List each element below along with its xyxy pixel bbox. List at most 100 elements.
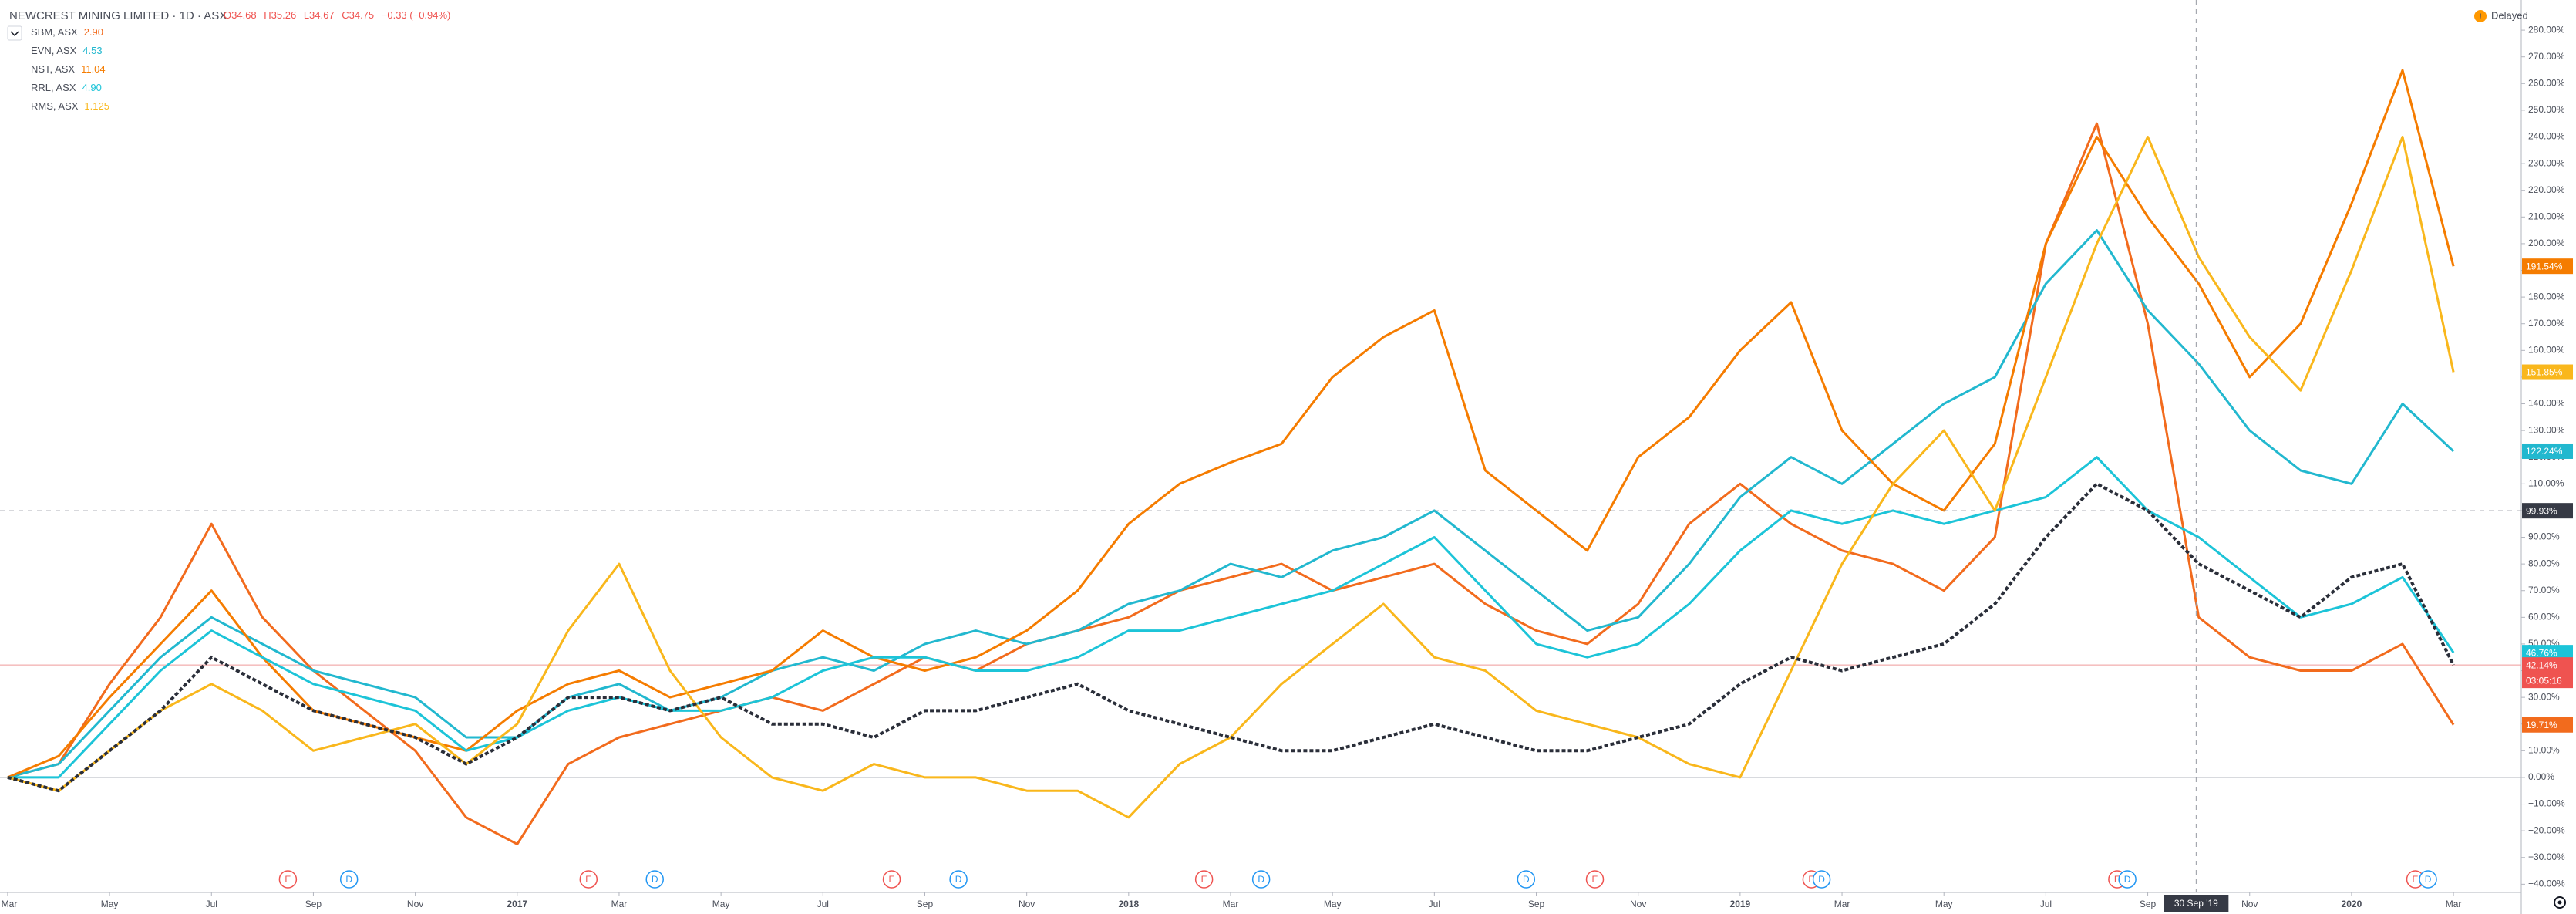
event-marker[interactable]: [1251, 870, 1271, 889]
ohlc-open: O34.68: [224, 9, 257, 21]
legend-price: 4.53: [82, 45, 102, 56]
event-marker[interactable]: [339, 870, 359, 889]
x-tick-label: May: [1935, 899, 1953, 909]
event-label: D: [1258, 874, 1264, 885]
legend-entry: RMS, ASX 1.125: [31, 100, 109, 112]
y-tick-label: 200.00%: [2528, 238, 2565, 248]
crosshair-x-box: [2164, 895, 2229, 912]
event-label: E: [1201, 874, 1207, 885]
ohlc-high: H35.26: [264, 9, 296, 21]
y-tick-label: 260.00%: [2528, 77, 2565, 88]
delayed-icon: [2474, 10, 2487, 22]
event-label: E: [285, 874, 291, 885]
series-line: [7, 229, 2455, 779]
legend-entry: SBM, ASX 2.90: [31, 26, 103, 38]
x-tick-label: Jul: [1429, 899, 1440, 909]
event-marker[interactable]: [2118, 870, 2137, 889]
x-tick-label: Jul: [206, 899, 217, 909]
x-tick-label: Sep: [305, 899, 322, 909]
x-tick-label: 2020: [2342, 899, 2362, 909]
legend-price: 2.90: [84, 26, 103, 38]
event-label: D: [1523, 874, 1530, 885]
event-marker[interactable]: [1517, 870, 1536, 889]
event-marker[interactable]: [882, 870, 901, 889]
y-tick-label: −30.00%: [2528, 852, 2565, 862]
last-value-label: 19.71%: [2526, 720, 2557, 730]
x-tick-label: May: [712, 899, 730, 909]
event-marker[interactable]: [1194, 870, 1214, 889]
legend-name: EVN, ASX: [31, 45, 77, 56]
y-tick-label: 0.00%: [2528, 771, 2554, 782]
ohlc-close: C34.75: [342, 9, 374, 21]
x-tick-label: Mar: [2446, 899, 2462, 909]
crosshair-y-label-box: [2522, 503, 2573, 519]
gear-hub: [2557, 900, 2562, 905]
x-tick-label: Mar: [1834, 899, 1850, 909]
series-line: [7, 456, 2455, 779]
main-last-label: 42.14%: [2526, 659, 2557, 670]
event-marker[interactable]: [949, 870, 968, 889]
y-tick-label: 90.00%: [2528, 531, 2560, 542]
event-marker[interactable]: [1585, 870, 1605, 889]
legend-price: 11.04: [81, 63, 106, 75]
x-tick-label: 2019: [1730, 899, 1751, 909]
status[interactable]: Delayed: [2491, 9, 2528, 21]
y-tick-label: 220.00%: [2528, 184, 2565, 195]
x-tick-label: Mar: [2, 899, 18, 909]
x-tick-label: Sep: [917, 899, 934, 909]
event-label: D: [345, 874, 352, 885]
event-label: E: [585, 874, 591, 885]
main-line: [7, 481, 2455, 793]
legend-name: SBM, ASX: [31, 26, 78, 38]
legend-entry: NST, ASX 11.04: [31, 63, 106, 75]
legend-name: RMS, ASX: [31, 100, 79, 112]
event-label: E: [889, 874, 895, 885]
crosshair-y-label: 99.93%: [2526, 505, 2557, 516]
x-tick-label: Nov: [1630, 899, 1646, 909]
event-marker[interactable]: [2419, 870, 2437, 889]
event-marker[interactable]: [645, 870, 664, 889]
countdown-box: [2522, 673, 2573, 689]
legend-entry: RRL, ASX 4.90: [31, 82, 102, 93]
x-tick-label: Sep: [1528, 899, 1545, 909]
ohlc-low: L34.67: [304, 9, 335, 21]
y-tick-label: 170.00%: [2528, 318, 2565, 329]
chart-title: NEWCREST MINING LIMITED · 1D · ASX: [9, 9, 227, 22]
legend-name: NST, ASX: [31, 63, 75, 75]
crosshair-x-label: 30 Sep '19: [2174, 898, 2218, 909]
x-tick-label: Mar: [1223, 899, 1239, 909]
y-tick-label: 270.00%: [2528, 51, 2565, 62]
y-tick-label: 70.00%: [2528, 585, 2560, 595]
legend-price: 4.90: [82, 82, 102, 93]
last-value-label-box: [2522, 443, 2573, 459]
y-tick-label: −20.00%: [2528, 825, 2565, 835]
y-tick-label: 280.00%: [2528, 24, 2565, 35]
x-tick-label: Jul: [817, 899, 829, 909]
event-label: E: [1808, 874, 1814, 885]
main-last-label-box: [2522, 657, 2573, 673]
legend-name: RRL, ASX: [31, 82, 76, 93]
last-value-label-box: [2522, 645, 2573, 661]
x-tick-label: 2017: [507, 899, 527, 909]
x-tick-label: Jul: [2040, 899, 2052, 909]
y-tick-label: 140.00%: [2528, 398, 2565, 409]
y-tick-label: 80.00%: [2528, 558, 2560, 568]
event-label: D: [2124, 874, 2131, 885]
last-value-label: 151.85%: [2526, 367, 2563, 378]
x-tick-label: 2018: [1118, 899, 1139, 909]
event-marker[interactable]: [278, 870, 298, 889]
x-tick-label: Nov: [1019, 899, 1035, 909]
gear-ring: [2554, 896, 2566, 909]
settings-icon[interactable]: [2554, 896, 2566, 909]
legend-price: 1.125: [84, 100, 109, 112]
x-tick-label: May: [1324, 899, 1342, 909]
y-tick-label: 110.00%: [2528, 477, 2564, 488]
x-tick-label: Nov: [2241, 899, 2258, 909]
event-label: D: [1818, 874, 1825, 885]
legend-toggle[interactable]: [7, 25, 22, 41]
event-marker[interactable]: [1812, 870, 1831, 889]
event-marker[interactable]: [579, 870, 598, 889]
